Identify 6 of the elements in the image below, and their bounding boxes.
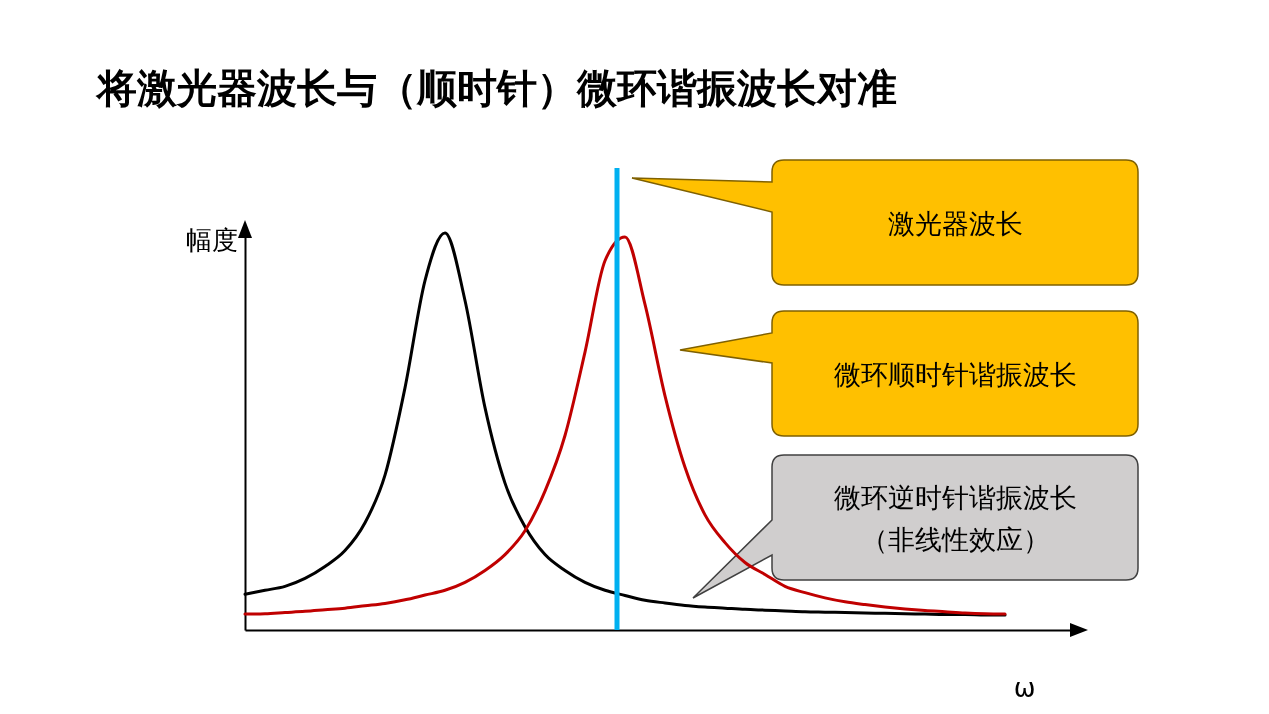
chart-title: 将激光器波长与（顺时针）微环谐振波长对准 <box>95 65 897 111</box>
annotation: 微环逆时针谐振波长（非线性效应） <box>833 481 1077 555</box>
x-axis-title: ω <box>1013 672 1036 703</box>
y-axis-title: 幅度 <box>185 224 238 255</box>
annotation: 激光器波长 <box>887 207 1023 239</box>
annotation: 微环顺时针谐振波长 <box>833 358 1077 390</box>
